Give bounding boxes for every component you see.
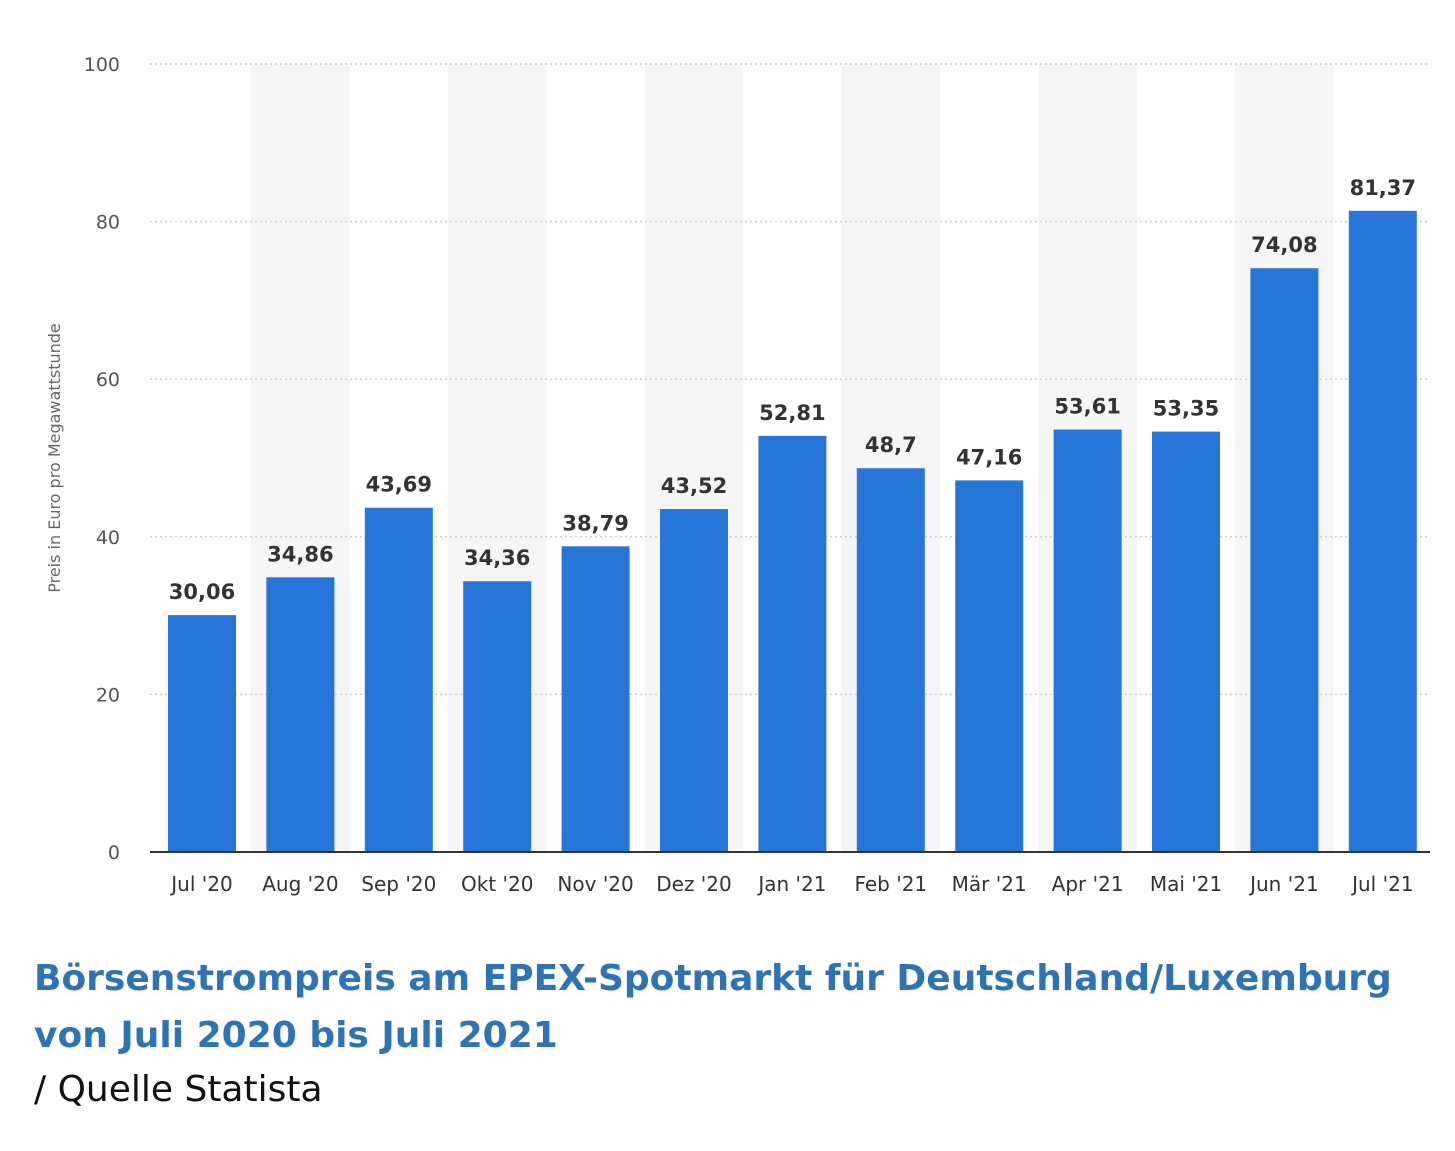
bar-chart: 0 20 40 60 80 100 Preis in Euro pro Megawatts… [45, 54, 1430, 896]
x-tick-label: Dez '20 [656, 872, 732, 896]
value-label: 30,06 [169, 580, 235, 604]
bar [1250, 268, 1319, 852]
bar [364, 507, 433, 852]
x-tick-label: Jul '20 [169, 872, 232, 896]
bars [168, 210, 1417, 853]
y-axis-ticks: 0 20 40 60 80 100 [84, 54, 120, 864]
x-tick-label: Aug '20 [262, 872, 338, 896]
y-tick-label: 20 [96, 684, 120, 706]
bar [266, 577, 335, 852]
caption-title: Börsenstrompreis am EPEX-Spotmarkt für D… [34, 958, 1392, 1056]
x-tick-label: Jun '21 [1248, 872, 1319, 896]
x-axis-labels: Jul '20 Aug '20 Sep '20 Okt '20 Nov '20 Dez '… [169, 872, 1413, 896]
bar [955, 480, 1024, 852]
caption: Börsenstrompreis am EPEX-Spotmarkt für D… [34, 950, 1434, 1116]
value-label: 34,86 [267, 542, 333, 566]
y-tick-label: 0 [108, 842, 120, 864]
value-labels: 30,06 34,86 43,69 34,36 38,79 43,52 52,81 48,7 4… [169, 176, 1416, 604]
x-tick-label: Sep '20 [361, 872, 436, 896]
bar [856, 468, 925, 852]
bar [561, 546, 630, 852]
value-label: 43,52 [661, 474, 727, 498]
value-label: 52,81 [759, 401, 825, 425]
value-label: 74,08 [1251, 233, 1317, 257]
value-label: 53,61 [1054, 395, 1120, 419]
bar [758, 435, 827, 852]
bar [1348, 210, 1417, 853]
bar [463, 581, 532, 852]
x-tick-label: Jul '21 [1350, 872, 1413, 896]
x-tick-label: Feb '21 [854, 872, 927, 896]
y-tick-label: 40 [96, 527, 120, 549]
value-label: 34,36 [464, 546, 530, 570]
y-axis-title: Preis in Euro pro Megawattstunde [45, 323, 64, 593]
caption-source: / Quelle Statista [34, 1069, 323, 1110]
y-tick-label: 100 [84, 54, 120, 76]
bar [168, 615, 236, 852]
x-tick-label: Apr '21 [1052, 872, 1124, 896]
value-label: 48,7 [865, 433, 917, 457]
value-label: 38,79 [562, 511, 628, 535]
x-tick-label: Okt '20 [461, 872, 533, 896]
bar [1053, 429, 1122, 852]
x-tick-label: Jan '21 [756, 872, 826, 896]
bar [660, 509, 728, 852]
x-tick-label: Nov '20 [557, 872, 633, 896]
bar [1152, 431, 1220, 852]
value-label: 53,35 [1153, 397, 1219, 421]
value-label: 47,16 [956, 445, 1022, 469]
x-tick-label: Mär '21 [952, 872, 1027, 896]
value-label: 43,69 [366, 473, 432, 497]
x-tick-label: Mai '21 [1150, 872, 1222, 896]
y-tick-label: 80 [96, 212, 120, 234]
y-tick-label: 60 [96, 369, 120, 391]
value-label: 81,37 [1350, 176, 1416, 200]
